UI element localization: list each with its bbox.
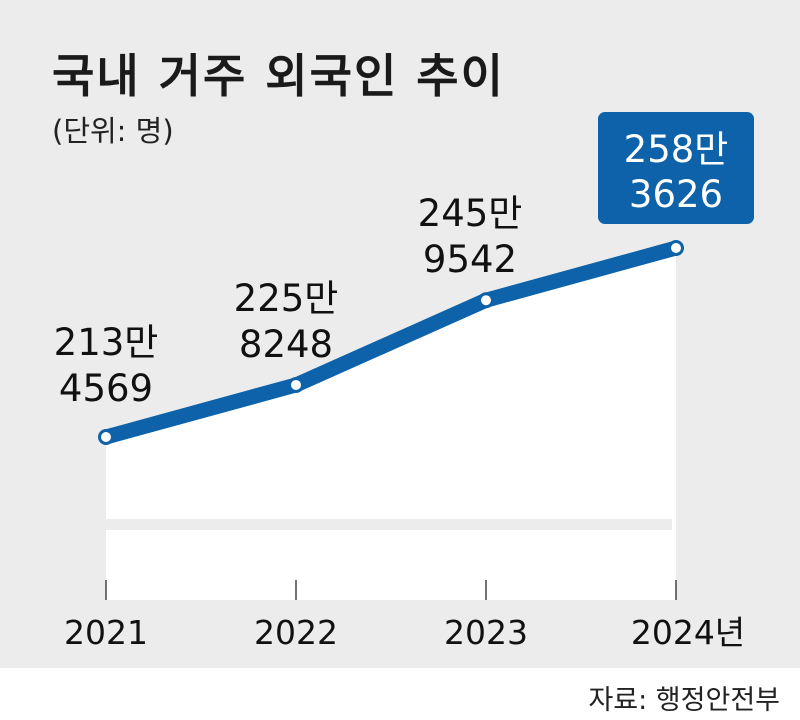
chart-title: 국내 거주 외국인 추이 bbox=[52, 49, 505, 103]
data-points bbox=[98, 240, 684, 445]
data-label-rest: 8248 bbox=[239, 323, 333, 366]
data-label-rest: 3626 bbox=[629, 173, 723, 216]
tick-marks bbox=[105, 580, 677, 600]
source-note: 자료: 행정안전부 bbox=[588, 685, 780, 716]
x-tick-label: 2023 bbox=[444, 613, 528, 652]
data-label-man: 213만 bbox=[54, 321, 159, 364]
area-fill bbox=[106, 248, 676, 600]
data-label-man: 245만 bbox=[418, 192, 523, 235]
series-line bbox=[98, 240, 684, 445]
x-tick-label: 2022 bbox=[254, 613, 338, 652]
data-point bbox=[668, 240, 684, 256]
data-point bbox=[288, 376, 304, 393]
x-tick-labels: 2021 2022 2023 2024년 bbox=[64, 613, 745, 652]
highlight-box bbox=[598, 112, 754, 224]
data-label-rest: 9542 bbox=[423, 238, 517, 281]
unit-label: (단위: 명) bbox=[52, 114, 174, 148]
data-point bbox=[478, 292, 494, 309]
data-point bbox=[98, 429, 114, 445]
x-tick-label: 2024년 bbox=[631, 613, 745, 652]
axis-break-band bbox=[106, 519, 672, 530]
data-label-man: 258만 bbox=[624, 128, 729, 171]
x-tick-label: 2021 bbox=[64, 613, 148, 652]
data-label-rest: 4569 bbox=[59, 367, 153, 410]
data-label-man: 225만 bbox=[234, 277, 339, 320]
